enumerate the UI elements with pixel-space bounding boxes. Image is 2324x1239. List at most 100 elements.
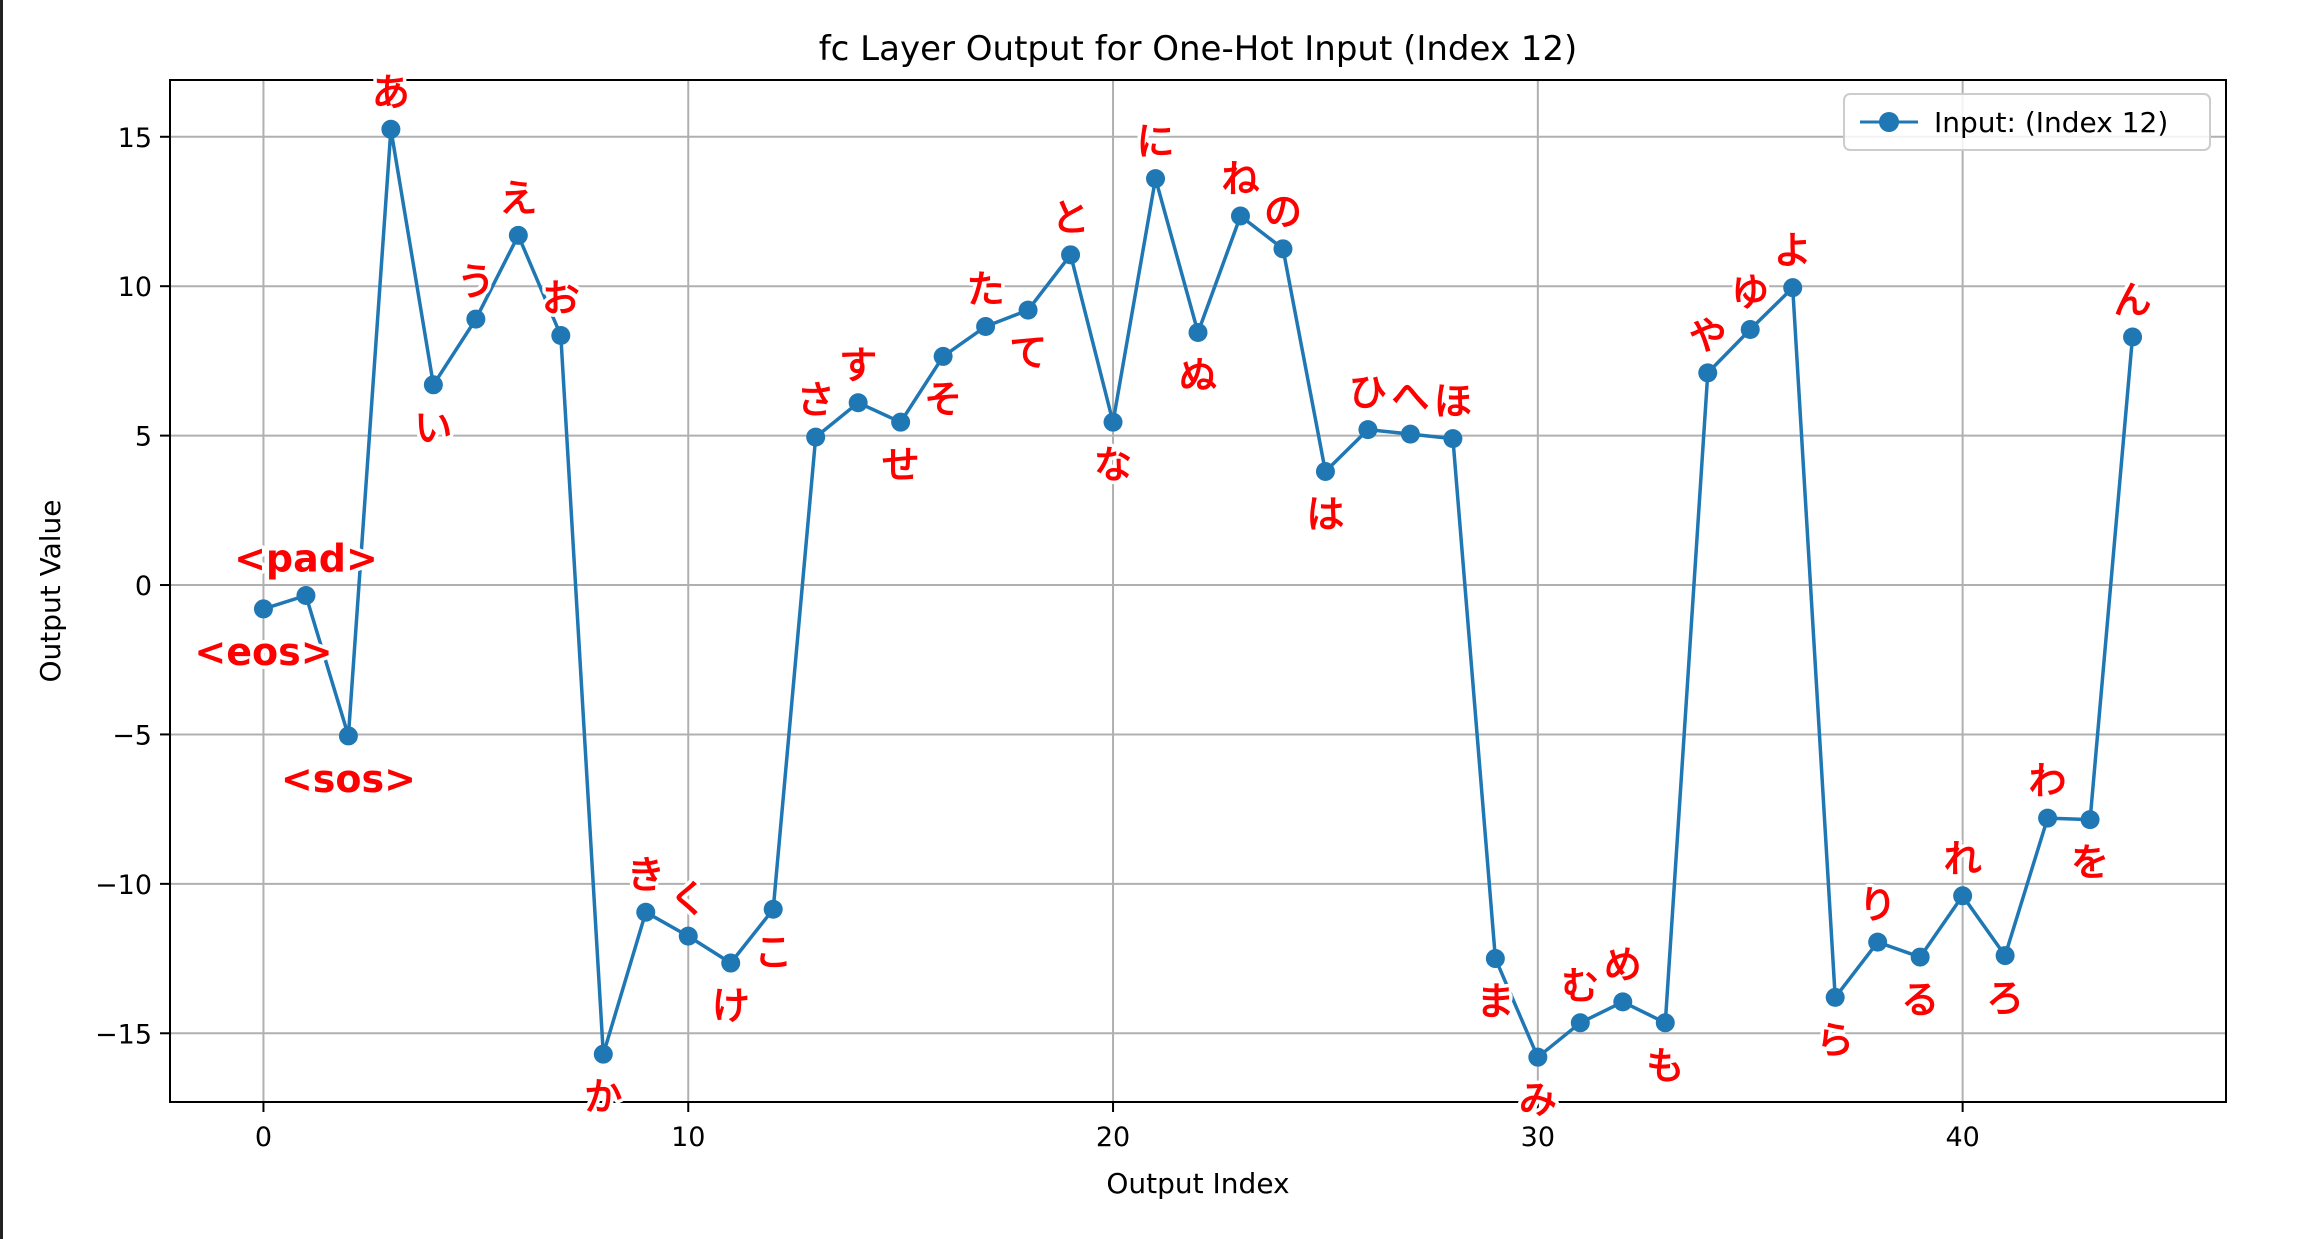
data-point <box>1910 947 1930 967</box>
point-annotation: ら <box>1816 1018 1854 1062</box>
point-annotation: む <box>1561 964 1599 1008</box>
y-axis-ticks: 15 10 5 0 −5 −10 −15 <box>95 123 170 1050</box>
x-tick-label: 20 <box>1096 1122 1130 1153</box>
legend-entry-label: Input: (Index 12) <box>1934 106 2168 139</box>
point-annotation: に <box>1137 120 1175 164</box>
data-point <box>976 317 996 337</box>
point-annotation: ゆ <box>1731 271 1769 315</box>
point-annotation: か <box>584 1075 622 1119</box>
point-annotation: <pad> <box>234 536 378 580</box>
data-point <box>423 375 443 395</box>
data-point <box>1825 987 1845 1007</box>
point-annotation: お <box>542 277 580 321</box>
point-annotation: せ <box>882 443 920 487</box>
data-point <box>763 899 783 919</box>
point-annotation: も <box>1646 1044 1684 1088</box>
point-annotation: る <box>1901 978 1939 1022</box>
data-point <box>508 225 528 245</box>
x-tick-label: 10 <box>671 1122 705 1153</box>
point-annotation: や <box>1689 314 1727 358</box>
data-point <box>636 902 656 922</box>
point-annotation: へ <box>1391 375 1429 419</box>
point-annotation: と <box>1052 196 1090 240</box>
data-point <box>1358 420 1378 440</box>
data-point <box>1783 278 1803 298</box>
point-annotation: さ <box>797 378 835 422</box>
data-point <box>1613 992 1633 1012</box>
data-point <box>253 599 273 619</box>
point-annotation: く <box>669 877 707 921</box>
data-point <box>1061 245 1081 265</box>
data-point <box>1953 886 1973 906</box>
plot-frame <box>169 79 2227 1103</box>
data-point <box>593 1044 613 1064</box>
x-axis-label: Output Index <box>1106 1167 1289 1200</box>
data-point <box>466 309 486 329</box>
legend-marker-swatch <box>1879 112 1899 132</box>
legend: Input: (Index 12) <box>1843 93 2211 151</box>
data-point <box>933 346 953 366</box>
data-point <box>721 953 741 973</box>
annotation-layer: <pad> <eos> <sos> あい うえおか きくけこ さすせそ たて とな にぬ ねのは ひへ… <box>191 67 2155 1126</box>
point-annotation: き <box>627 853 665 897</box>
point-annotation: い <box>414 406 452 450</box>
data-point <box>551 326 571 345</box>
point-annotation: よ <box>1774 229 1812 273</box>
data-point <box>1230 206 1250 226</box>
y-tick-label: −10 <box>95 870 152 901</box>
x-tick-label: 40 <box>1945 1122 1979 1153</box>
point-annotation: を <box>2071 841 2109 885</box>
y-tick-label: 10 <box>118 272 152 303</box>
y-tick-label: −15 <box>95 1019 152 1050</box>
data-point-layer <box>253 119 2143 1067</box>
data-point <box>806 427 826 447</box>
point-annotation: の <box>1264 190 1302 234</box>
data-point <box>1400 424 1420 444</box>
x-axis-ticks: 0 10 20 30 40 <box>255 1102 1980 1153</box>
data-point <box>1698 363 1718 383</box>
data-point <box>1868 932 1888 952</box>
point-annotation: う <box>457 260 495 304</box>
point-annotation: こ <box>754 930 792 974</box>
legend-box <box>1843 93 2211 151</box>
x-tick-label: 0 <box>255 1122 272 1153</box>
data-point <box>1995 946 2015 966</box>
x-tick-label: 30 <box>1521 1122 1555 1153</box>
data-point <box>891 412 911 432</box>
data-point <box>1103 412 1123 432</box>
point-annotation: ま <box>1476 980 1514 1024</box>
data-point <box>1188 323 1208 343</box>
y-tick-label: 15 <box>118 123 152 154</box>
data-point <box>1740 320 1760 340</box>
data-point <box>1018 300 1038 320</box>
point-annotation: り <box>1859 883 1897 927</box>
point-annotation: ん <box>2114 278 2152 322</box>
point-annotation: は <box>1306 492 1344 536</box>
point-annotation: <eos> <box>194 630 332 674</box>
point-annotation: そ <box>924 377 962 421</box>
data-point <box>1315 461 1335 481</box>
point-annotation: わ <box>2029 759 2067 803</box>
y-tick-label: −5 <box>112 720 152 751</box>
y-axis-label: Output Value <box>34 499 67 682</box>
data-point <box>381 119 401 139</box>
point-annotation: な <box>1094 443 1132 487</box>
point-annotation: ろ <box>1986 977 2024 1021</box>
point-annotation: <sos> <box>281 757 416 801</box>
data-point <box>1485 949 1505 969</box>
data-point <box>1655 1013 1675 1033</box>
data-point <box>848 393 868 413</box>
data-point <box>1570 1013 1590 1033</box>
point-annotation: ね <box>1221 157 1259 201</box>
y-tick-label: 5 <box>135 422 152 453</box>
point-annotation: ほ <box>1434 380 1472 424</box>
point-annotation: ぬ <box>1179 354 1217 398</box>
chart-title: fc Layer Output for One-Hot Input (Index… <box>819 29 1578 69</box>
data-point <box>2038 808 2058 828</box>
point-annotation: め <box>1604 943 1642 987</box>
point-annotation: け <box>712 984 750 1028</box>
point-annotation: ひ <box>1349 371 1387 415</box>
point-annotation: え <box>499 176 537 220</box>
point-annotation: す <box>839 344 877 388</box>
